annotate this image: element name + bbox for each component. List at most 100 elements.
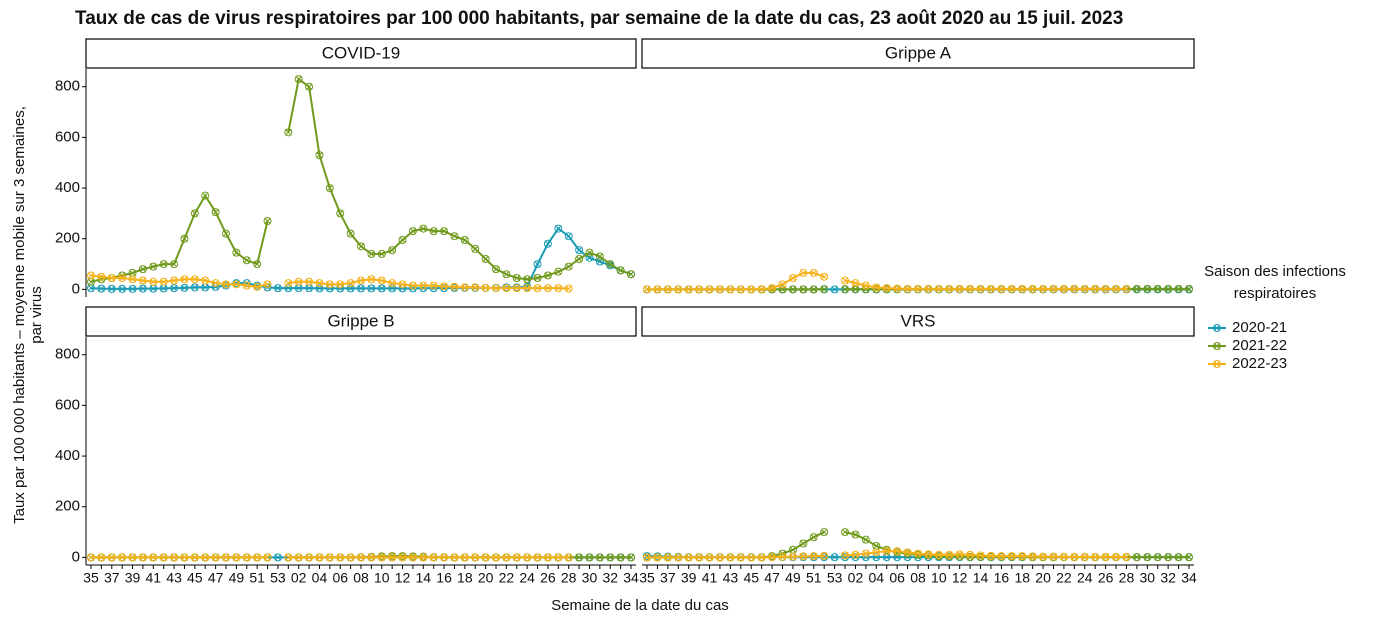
- point-marker: [429, 281, 438, 290]
- point-marker: [315, 279, 324, 288]
- point-marker: [481, 255, 490, 263]
- point-marker: [315, 553, 324, 562]
- point-marker: [1028, 552, 1037, 561]
- point-marker: [1185, 553, 1194, 562]
- point-marker: [585, 553, 594, 562]
- point-marker: [481, 553, 490, 562]
- point-marker: [543, 553, 552, 562]
- point-marker: [253, 260, 262, 269]
- point-marker: [429, 553, 438, 562]
- point-marker: [924, 284, 933, 293]
- point-marker: [398, 280, 407, 289]
- x-tick-label: 43: [723, 570, 739, 586]
- x-tick-label: 26: [1098, 570, 1114, 586]
- facet-strip: [641, 38, 1195, 69]
- point-marker: [757, 285, 766, 294]
- y-tick-label: 800: [55, 78, 80, 95]
- point-marker: [799, 268, 808, 277]
- x-tick-label: 06: [332, 570, 348, 586]
- legend-marker: [1213, 324, 1222, 332]
- point-marker: [211, 553, 220, 562]
- x-tick-label: 10: [374, 570, 390, 586]
- point-marker: [357, 242, 366, 251]
- point-marker: [955, 550, 964, 559]
- point-marker: [97, 272, 106, 281]
- x-tick-label: 22: [499, 570, 515, 586]
- point-marker: [627, 553, 636, 562]
- point-marker: [684, 285, 693, 294]
- point-marker: [1143, 553, 1152, 562]
- x-tick-label: 34: [1181, 570, 1197, 586]
- point-marker: [747, 553, 756, 562]
- point-marker: [149, 262, 158, 271]
- point-marker: [1164, 284, 1173, 293]
- point-marker: [715, 553, 724, 562]
- point-marker: [460, 553, 469, 562]
- x-tick-label: 41: [702, 570, 718, 586]
- point-marker: [502, 270, 511, 279]
- point-marker: [232, 248, 241, 257]
- x-tick-label: 39: [125, 570, 141, 586]
- point-marker: [325, 184, 334, 193]
- point-marker: [809, 285, 818, 294]
- point-marker: [934, 550, 943, 559]
- x-tick-label: 02: [848, 570, 864, 586]
- point-marker: [242, 256, 251, 265]
- point-marker: [533, 260, 542, 269]
- point-marker: [471, 283, 480, 292]
- x-tick-label: 24: [519, 570, 535, 586]
- point-marker: [107, 284, 116, 293]
- x-tick-label: 49: [785, 570, 801, 586]
- point-marker: [820, 272, 829, 281]
- point-marker: [273, 284, 282, 293]
- x-tick-label: 18: [1014, 570, 1030, 586]
- point-marker: [778, 552, 787, 561]
- point-marker: [315, 151, 324, 160]
- facet-strip: [85, 306, 637, 337]
- point-marker: [201, 276, 210, 285]
- point-marker: [273, 553, 282, 562]
- point-marker: [253, 282, 262, 291]
- point-marker: [841, 276, 850, 285]
- point-marker: [606, 553, 615, 562]
- point-marker: [882, 547, 891, 556]
- point-marker: [997, 284, 1006, 294]
- point-marker: [1018, 552, 1027, 561]
- facet-strip: [85, 38, 637, 69]
- point-marker: [242, 281, 251, 290]
- point-marker: [627, 270, 636, 279]
- point-marker: [1112, 284, 1121, 293]
- point-marker: [1185, 284, 1194, 293]
- point-marker: [564, 284, 573, 293]
- point-marker: [966, 284, 975, 293]
- point-marker: [429, 227, 438, 236]
- point-marker: [861, 281, 870, 290]
- point-marker: [398, 553, 407, 562]
- y-tick-label: 200: [55, 230, 80, 247]
- point-marker: [294, 75, 303, 84]
- point-marker: [872, 548, 881, 557]
- x-tick-label: 16: [436, 570, 452, 586]
- x-tick-label: 45: [187, 570, 203, 586]
- point-marker: [149, 553, 158, 562]
- point-marker: [440, 282, 449, 291]
- point-marker: [1039, 552, 1048, 561]
- point-marker: [851, 279, 860, 288]
- x-tick-label: 20: [1035, 570, 1051, 586]
- point-marker: [128, 275, 137, 284]
- point-marker: [377, 553, 386, 562]
- point-marker: [1080, 284, 1089, 293]
- point-marker: [492, 265, 501, 274]
- point-marker: [1101, 284, 1110, 293]
- point-marker: [903, 548, 912, 557]
- facet-title: Grippe A: [885, 43, 952, 62]
- point-marker: [788, 552, 797, 561]
- point-marker: [653, 553, 662, 562]
- point-marker: [159, 284, 168, 293]
- point-marker: [924, 550, 933, 559]
- point-marker: [190, 275, 199, 284]
- point-marker: [367, 284, 376, 293]
- point-marker: [595, 252, 604, 261]
- point-marker: [170, 260, 179, 269]
- point-marker: [809, 268, 818, 277]
